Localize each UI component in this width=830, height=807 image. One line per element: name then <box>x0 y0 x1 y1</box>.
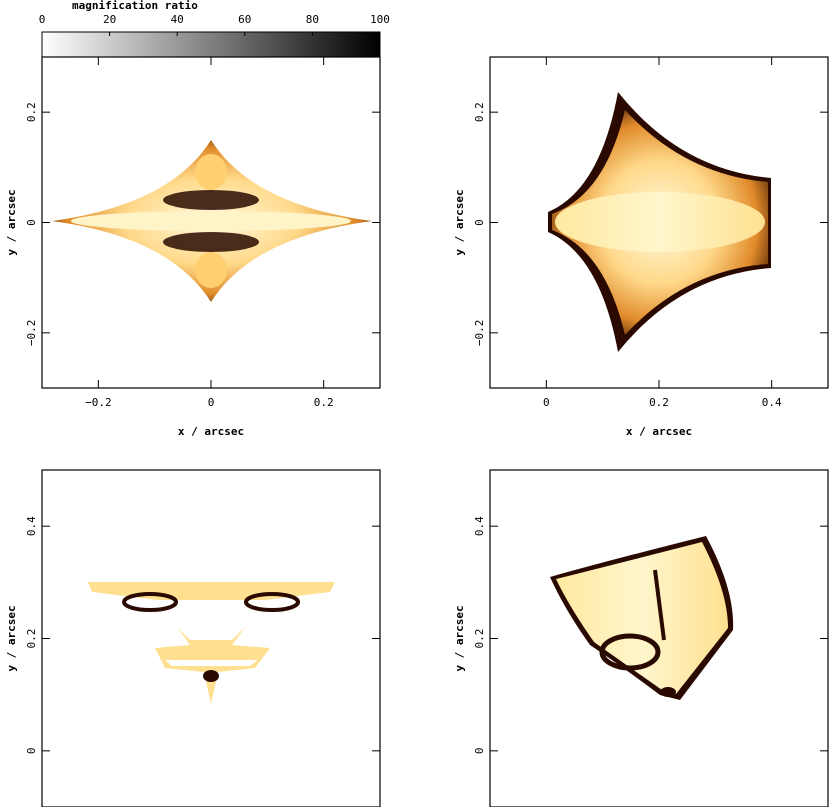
y-tick-label: 0.4 <box>473 516 486 536</box>
colorbar-label: magnification ratio <box>72 0 198 12</box>
y-tick-label: −0.2 <box>473 320 486 347</box>
y-axis-label: y / arcsec <box>453 189 466 255</box>
y-tick-label: 0 <box>25 748 38 755</box>
x-tick-label: 0.4 <box>762 396 782 409</box>
colorbar-tick-label: 80 <box>306 13 319 26</box>
y-tick-label: 0 <box>473 748 486 755</box>
x-tick-label: 0 <box>543 396 550 409</box>
colorbar-tick-label: 60 <box>238 13 251 26</box>
colorbar-tick-label: 100 <box>370 13 390 26</box>
y-tick-label: 0 <box>25 219 38 226</box>
x-tick-label: −0.2 <box>85 396 112 409</box>
y-tick-label: 0.4 <box>25 516 38 536</box>
x-axis-label: x / arcsec <box>626 425 692 438</box>
colorbar-tick-label: 0 <box>39 13 46 26</box>
y-tick-label: 0.2 <box>25 102 38 122</box>
y-axis-label: y / arcsec <box>5 189 18 255</box>
y-tick-label: 0.2 <box>473 629 486 649</box>
y-axis-label: y / arcsec <box>453 605 466 671</box>
y-tick-label: 0.2 <box>25 629 38 649</box>
magnification-map <box>52 140 372 302</box>
x-axis-label: x / arcsec <box>178 425 244 438</box>
y-tick-label: −0.2 <box>25 320 38 347</box>
colorbar <box>41 31 381 58</box>
x-tick-label: 0 <box>208 396 215 409</box>
x-tick-label: 0.2 <box>314 396 334 409</box>
x-tick-label: 0.2 <box>649 396 669 409</box>
y-axis-label: y / arcsec <box>5 605 18 671</box>
magnification-map <box>548 92 771 352</box>
magnification-map <box>88 582 335 704</box>
y-tick-label: 0 <box>473 219 486 226</box>
colorbar-tick-label: 40 <box>171 13 184 26</box>
magnification-map <box>550 536 734 700</box>
colorbar-tick-label: 20 <box>103 13 116 26</box>
y-tick-label: 0.2 <box>473 102 486 122</box>
